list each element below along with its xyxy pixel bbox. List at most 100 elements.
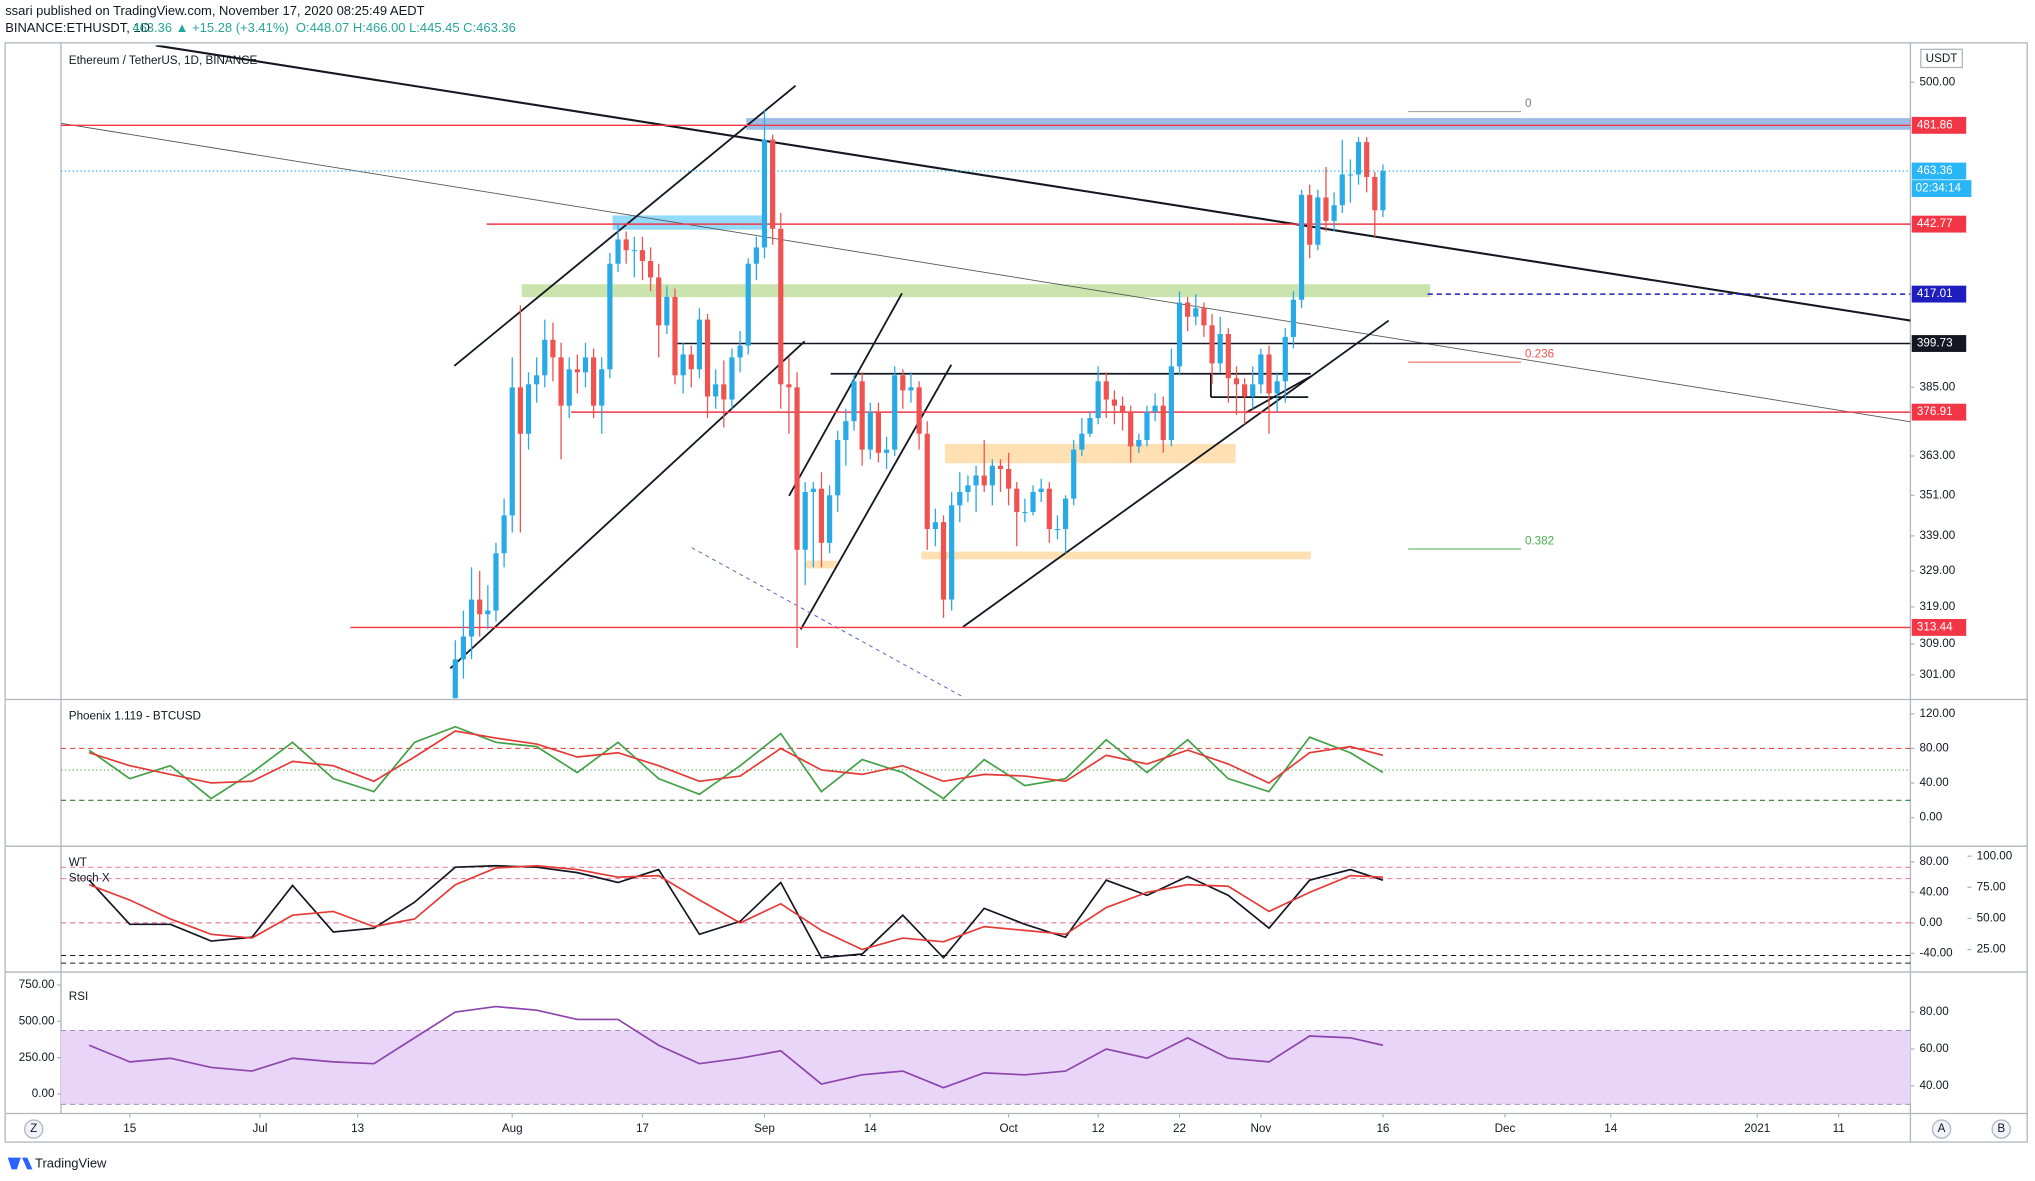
candle-body (1160, 405, 1166, 441)
candle-body (672, 296, 678, 376)
currency: USDT (1926, 52, 1958, 65)
y-tick-label: 80.00 (1919, 741, 1949, 754)
candle-body (1290, 299, 1297, 337)
button[interactable] (1991, 1119, 2011, 1139)
candle-body (1282, 336, 1288, 382)
y-tick-label: 100.00 (1977, 849, 2013, 862)
x-tick-label: 22 (1173, 1122, 1186, 1135)
candle-body (558, 357, 564, 406)
candle-body (713, 384, 719, 397)
x-tick-label: Sep (754, 1122, 775, 1135)
candle-body (1298, 194, 1305, 300)
y-tick-label: 40.00 (1919, 776, 1949, 789)
candle-body (1242, 384, 1248, 397)
candle-body (818, 488, 825, 543)
candle-body (1307, 194, 1313, 245)
candle-body (1339, 174, 1345, 206)
x-tick-label: 13 (351, 1122, 364, 1135)
candle-body (997, 465, 1004, 469)
y-tick-label: 40.00 (1919, 885, 1949, 898)
x-tick-label: 11 (1833, 1122, 1845, 1135)
logo: TradingView (35, 1156, 107, 1171)
price-badge (1911, 215, 1967, 233)
y-tick-label: 500.00 (19, 1014, 55, 1027)
y-tick-label: 75.00 (1977, 880, 2007, 893)
candle-body (867, 411, 873, 450)
x-tick-label: Dec (1495, 1122, 1516, 1135)
y-tick-label: 309.00 (1919, 637, 1955, 650)
x-tick-label: Oct (1000, 1122, 1019, 1135)
candle-body (965, 485, 971, 492)
candle-body (883, 449, 890, 453)
candle-body (1209, 325, 1215, 364)
price-badge-label: 417.01 (1917, 287, 1953, 300)
candle-body (843, 421, 849, 441)
currency-box (1920, 48, 1963, 69)
candle-body (623, 239, 629, 251)
candle-body (639, 250, 646, 262)
phoenix-pane (60, 725, 1911, 801)
symbol: BINANCE:ETHUSDT, 1D (5, 20, 150, 35)
y-tick-label: 120.00 (1919, 707, 1955, 720)
x-tick-label: Aug (502, 1122, 523, 1135)
candle-body (932, 522, 938, 530)
candle-body (485, 610, 491, 615)
x-tick-label: 14 (1604, 1122, 1617, 1135)
button[interactable] (1931, 1119, 1952, 1139)
candle-body (680, 354, 686, 376)
button-label[interactable]: A (1938, 1122, 1946, 1135)
indicator-line (88, 1005, 1384, 1089)
button[interactable] (24, 1119, 44, 1139)
candle-body (1372, 177, 1378, 211)
candle-body (468, 599, 475, 637)
indicator-line (88, 864, 1384, 960)
candle-body (1250, 384, 1256, 397)
candle-body (599, 369, 605, 406)
button-label[interactable]: Z (30, 1122, 37, 1135)
candle-body (729, 357, 735, 400)
indicator-line (88, 725, 1384, 800)
y-tick-label: 301.00 (1919, 668, 1955, 681)
candle-body (778, 228, 784, 385)
candle-body (1217, 333, 1223, 364)
y-tick-label: 250.00 (19, 1051, 55, 1064)
chart-title: Ethereum / TetherUS, 1D, BINANCE (69, 54, 258, 67)
zone (612, 215, 766, 230)
candle-body (1054, 529, 1061, 531)
candle-body (1347, 174, 1353, 176)
candle-body (550, 339, 556, 358)
candle-body (631, 250, 637, 252)
x-tick-label: 17 (636, 1122, 649, 1135)
y-tick-label: 500.00 (1919, 75, 1955, 88)
price-badge (1911, 403, 1967, 421)
button-label[interactable]: B (1997, 1122, 2005, 1135)
zone (921, 551, 1311, 560)
x-tick-label: Jul (253, 1122, 268, 1135)
candle-body (949, 505, 955, 600)
candle-body (770, 139, 776, 229)
fib-label: 0.382 (1525, 534, 1554, 547)
candle-body (786, 384, 792, 388)
candle-body (477, 599, 483, 615)
x-tick-label: 2021 (1744, 1122, 1770, 1135)
price-badge-label: 442.77 (1917, 217, 1953, 230)
candle-body (664, 296, 670, 326)
candle-body (1095, 381, 1101, 419)
candle-body (1014, 488, 1020, 513)
candle-body (1315, 197, 1321, 245)
price-badge (1911, 116, 1967, 134)
candle-body (981, 475, 987, 486)
x-tick-label: 16 (1376, 1122, 1389, 1135)
y-tick-label: 40.00 (1919, 1079, 1949, 1092)
candle-body (1136, 440, 1142, 447)
candle-body (1355, 142, 1362, 175)
candle-body (1006, 468, 1012, 489)
candle-body (989, 465, 995, 486)
candle-body (827, 495, 833, 543)
candle-body (607, 263, 613, 370)
candle-body (761, 139, 768, 248)
price-badge (1911, 162, 1967, 180)
candle-body (525, 384, 532, 434)
candle-body (615, 239, 621, 264)
